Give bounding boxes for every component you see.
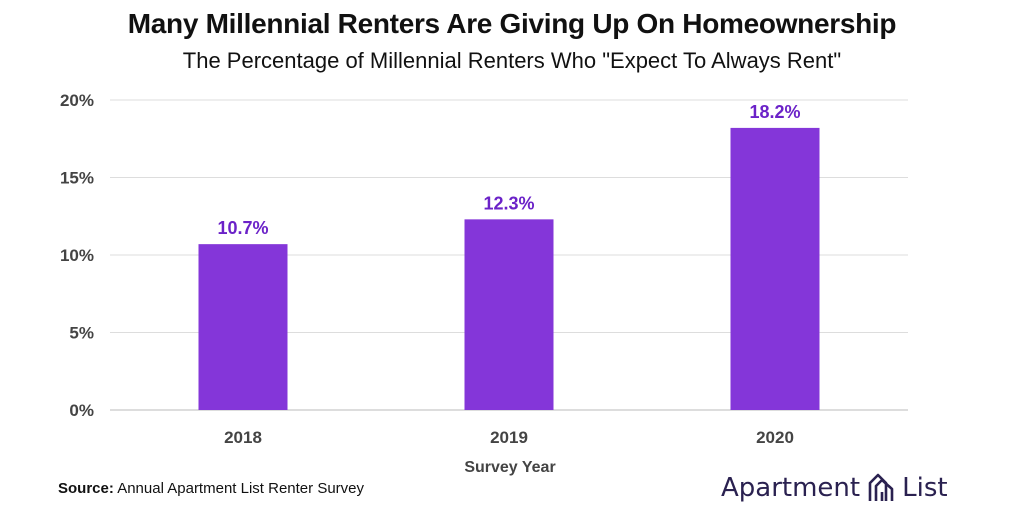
y-tick-label: 15% (60, 169, 94, 188)
apartment-list-logo: Apartment List (721, 468, 948, 508)
y-tick-label: 5% (69, 324, 94, 343)
x-tick-label-2018: 2018 (224, 428, 262, 447)
source-text: Annual Apartment List Renter Survey (117, 480, 364, 497)
logo-word-apartment: Apartment (721, 473, 861, 503)
chart-title: Many Millennial Renters Are Giving Up On… (127, 8, 897, 39)
y-tick-label: 10% (60, 246, 94, 265)
bar-2019 (464, 219, 554, 410)
source-note: Source: Annual Apartment List Renter Sur… (58, 480, 364, 497)
building-logo-icon (868, 473, 894, 501)
chart-subtitle: The Percentage of Millennial Renters Who… (182, 48, 842, 73)
y-tick-label: 0% (69, 401, 94, 420)
data-label-2019: 12.3% (483, 193, 534, 213)
y-tick-label: 20% (60, 91, 94, 110)
x-tick-label-2020: 2020 (756, 428, 794, 447)
bar-2018 (198, 244, 288, 410)
source-label: Source: (58, 480, 114, 497)
x-tick-label-2019: 2019 (490, 428, 528, 447)
data-label-2018: 10.7% (217, 218, 268, 238)
x-axis-label: Survey Year (464, 459, 555, 476)
bar-2020 (730, 127, 820, 411)
data-label-2020: 18.2% (749, 102, 800, 122)
logo-word-list: List (902, 473, 948, 503)
